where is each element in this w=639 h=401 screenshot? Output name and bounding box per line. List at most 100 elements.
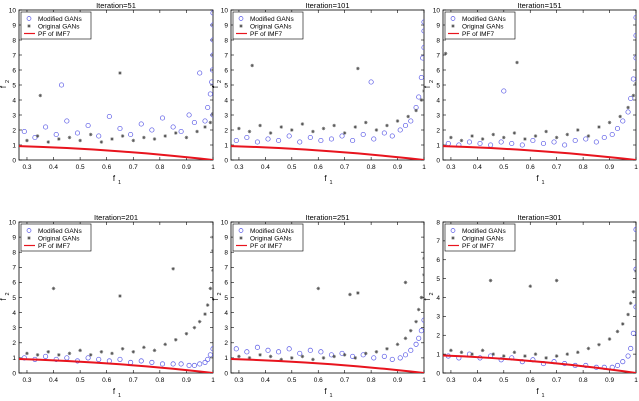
x-tick-label: 0.6 [314, 377, 323, 384]
modified-gans-point [633, 32, 636, 39]
modified-gans-point [307, 134, 313, 141]
x-tick-label: 0.5 [287, 164, 296, 171]
x-axis-label: f [536, 387, 539, 396]
original-gans-point [35, 134, 40, 138]
original-gans-point [620, 322, 625, 326]
x-tick-label: 0.9 [182, 164, 191, 171]
chart-title: Iteration=151 [518, 1, 562, 10]
modified-gans-point [210, 112, 213, 118]
legend-original-marker [239, 24, 243, 28]
modified-gans-point [339, 350, 345, 356]
modified-gans-point [350, 353, 356, 359]
original-gans-point [403, 280, 408, 285]
modified-gans-point [530, 137, 536, 144]
modified-gans-point [85, 355, 91, 361]
original-gans-point [554, 354, 559, 358]
modified-gans-point [614, 125, 621, 132]
original-gans-point [163, 134, 167, 138]
modified-gans-point [583, 136, 589, 142]
original-gans-point [502, 354, 506, 358]
x-tick-label: 0.7 [129, 164, 138, 171]
modified-gans-point [96, 133, 102, 139]
modified-gans-point [117, 125, 123, 132]
modified-gans-point [339, 133, 345, 139]
x-tick-label: 0.4 [49, 164, 58, 171]
modified-gans-point [307, 347, 313, 353]
legend-box [232, 11, 304, 40]
y-axis-label-group: f2 [423, 292, 435, 300]
x-axis-label-subscript: 1 [118, 180, 121, 186]
original-gans-point [237, 354, 241, 359]
modified-gans-point [170, 124, 176, 130]
x-tick-label: 0.8 [155, 164, 164, 171]
modified-gans-point [389, 356, 395, 362]
modified-gans-point [601, 134, 607, 141]
original-gans-point [607, 337, 612, 341]
original-gans-point [131, 350, 136, 354]
y-tick-label: 6 [224, 280, 228, 287]
original-gans-point [449, 348, 453, 353]
x-tick-label: 0.6 [102, 377, 111, 384]
modified-gans-point [178, 361, 184, 367]
x-tick-label: 0.5 [76, 377, 85, 384]
original-gans-point [279, 125, 284, 129]
modified-gans-point [633, 227, 636, 233]
original-gans-point [184, 135, 189, 140]
modified-gans-point [286, 133, 292, 139]
original-gans-point [523, 137, 527, 141]
modified-gans-point [628, 345, 634, 352]
y-tick-label: 1 [224, 142, 228, 149]
modified-gans-point [74, 130, 81, 136]
original-gans-point [110, 137, 114, 141]
x-tick-label: 0.4 [261, 377, 270, 384]
x-tick-label: 1 [634, 377, 638, 384]
original-gans-point [528, 284, 533, 288]
legend-box [20, 11, 92, 40]
x-tick-label: 0.8 [579, 377, 588, 384]
y-tick-label: 0 [12, 370, 16, 377]
y-tick-label: 4 [12, 310, 16, 317]
original-gans-point [131, 138, 136, 143]
original-gans-point [395, 119, 400, 123]
x-tick-label: 0.3 [234, 164, 243, 171]
original-gans-point [118, 71, 122, 75]
modified-gans-point [477, 140, 483, 147]
y-tick-label: 5 [12, 295, 16, 302]
modified-gans-point [614, 362, 621, 369]
original-gans-point [512, 131, 517, 135]
x-tick-label: 0.4 [49, 377, 58, 384]
legend-pf-label: PF of IMF7 [462, 31, 495, 38]
legend-modified-label: Modified GANs [462, 228, 506, 235]
original-gans-point [628, 301, 633, 305]
y-tick-label: 7 [436, 52, 440, 59]
modified-gans-point [265, 136, 271, 142]
y-tick-label: 2 [224, 127, 228, 134]
original-gans-point [480, 348, 485, 353]
y-tick-label: 0 [12, 157, 16, 164]
original-gans-point [576, 128, 580, 132]
original-gans-point [356, 66, 360, 71]
original-gans-point [208, 120, 213, 125]
modified-gans-point [413, 341, 419, 347]
original-gans-point [615, 329, 620, 334]
y-tick-label: 4 [224, 310, 228, 317]
plot-area [231, 256, 424, 373]
legend-modified-marker [238, 16, 244, 21]
original-gans-point [403, 336, 408, 341]
modified-gans-point [562, 142, 568, 148]
y-tick-label: 10 [9, 219, 17, 226]
modified-gans-point [209, 67, 213, 73]
y-tick-label: 5 [436, 82, 440, 89]
modified-gans-point [170, 361, 176, 367]
x-tick-label: 1 [422, 377, 426, 384]
modified-gans-point [85, 122, 91, 129]
original-gans-point [173, 131, 178, 135]
x-tick-label: 1 [211, 377, 215, 384]
original-gans-point [258, 353, 262, 357]
original-gans-point [480, 137, 485, 141]
legend-pf-label: PF of IMF7 [462, 243, 495, 250]
y-tick-label: 9 [224, 234, 228, 241]
